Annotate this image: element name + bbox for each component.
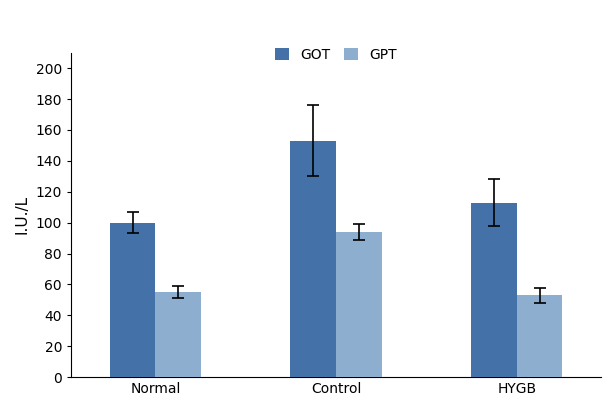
Y-axis label: I.U./L: I.U./L — [15, 195, 30, 234]
Bar — [517, 295, 562, 377]
Legend: GOT, GPT: GOT, GPT — [271, 44, 401, 66]
Bar — [110, 223, 155, 377]
Bar — [471, 203, 517, 377]
Bar — [336, 232, 382, 377]
Bar — [155, 292, 201, 377]
Bar — [290, 141, 336, 377]
